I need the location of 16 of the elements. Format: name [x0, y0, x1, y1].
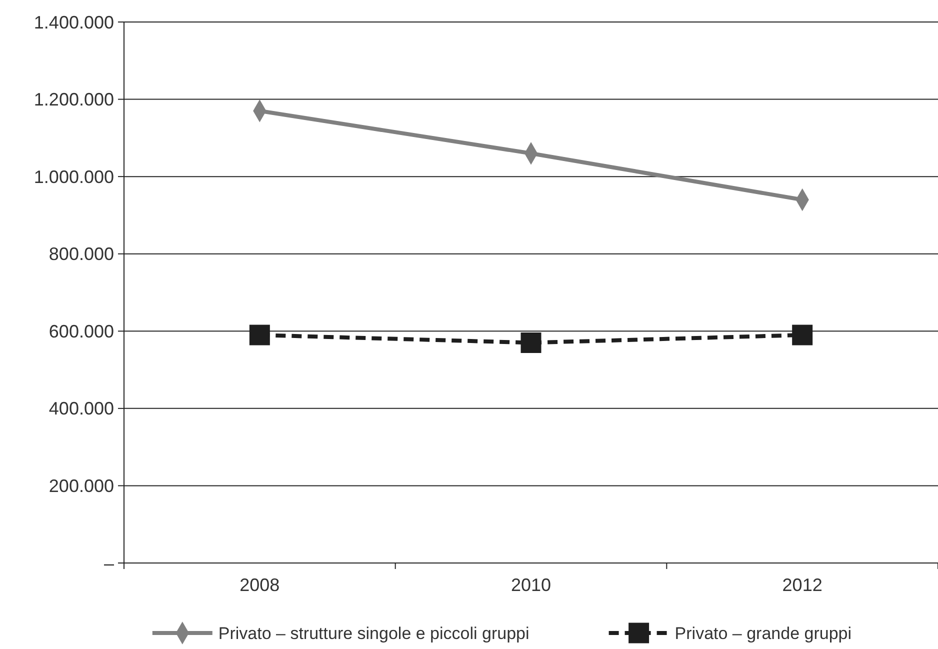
x-tick-label: 2010 [510, 575, 552, 595]
y-tick-label: 200.000 [48, 476, 114, 496]
y-tick-label: 1.000.000 [34, 166, 114, 187]
y-tick-label: 400.000 [48, 398, 114, 419]
x-tick-label: 2012 [782, 575, 822, 595]
legend-label: Privato – grande gruppi [674, 624, 852, 643]
point [249, 324, 270, 346]
y-tick-label: 600.000 [48, 321, 114, 342]
point [792, 324, 813, 346]
y-tick-label: 1.400.000 [34, 12, 114, 32]
legend-label: Privato – strutture singole e piccoli gruppi [218, 624, 530, 643]
y-tick-label: – [104, 553, 114, 574]
point [520, 332, 542, 353]
y-tick-label: 800.000 [48, 244, 114, 264]
x-tick-label: 2008 [240, 575, 280, 595]
y-tick-label: 1.200.000 [34, 90, 114, 110]
